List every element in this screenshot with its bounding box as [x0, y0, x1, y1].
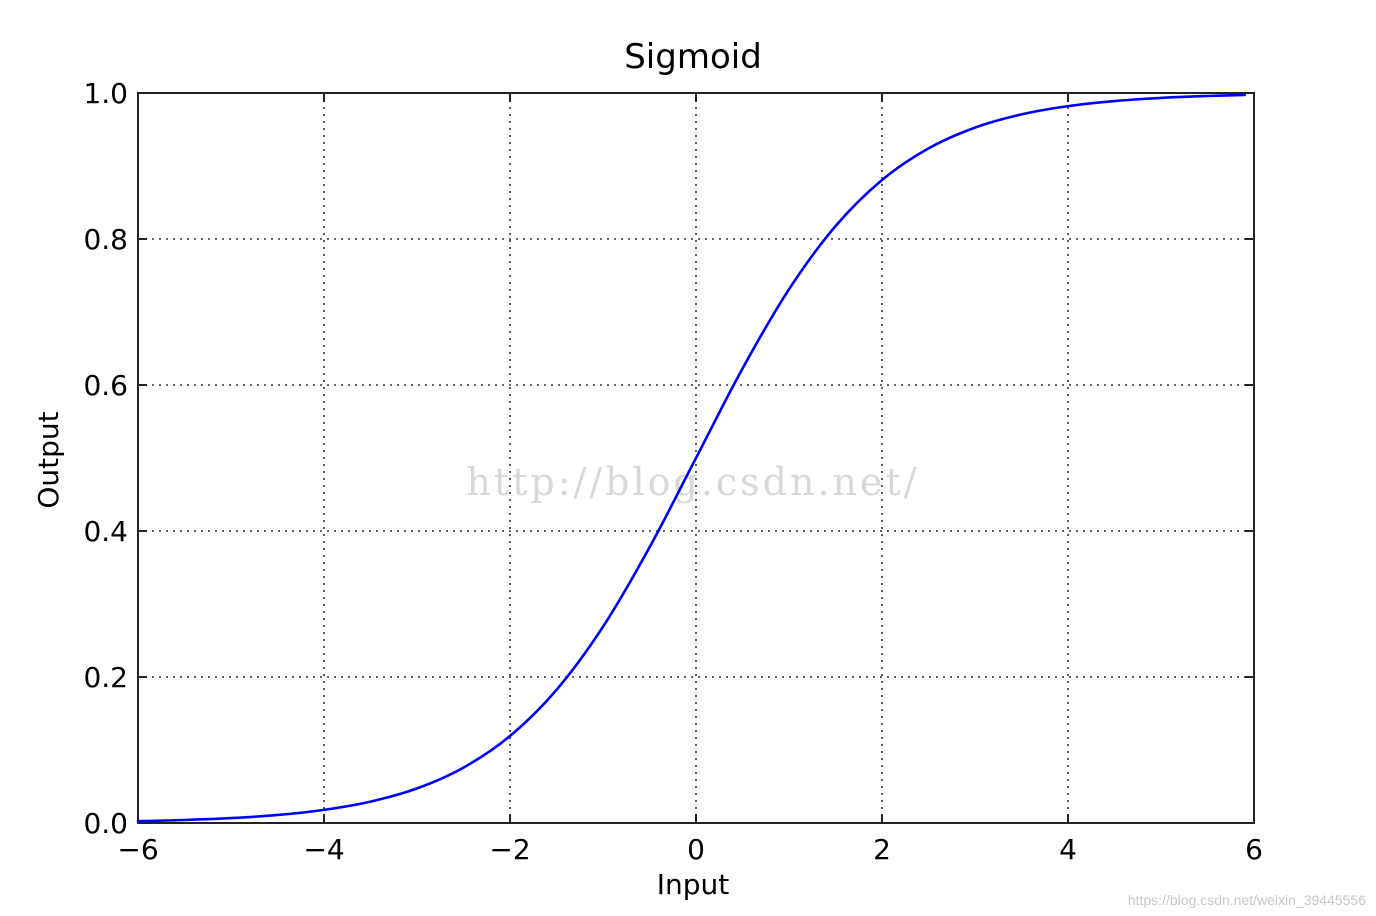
x-tick-label: 6	[1245, 833, 1263, 866]
series-line-sigmoid	[136, 93, 1246, 823]
x-tick-label: −2	[489, 833, 530, 866]
x-tick-label: 4	[1059, 833, 1077, 866]
series-layer	[136, 93, 1246, 823]
x-axis-label: Input	[657, 868, 730, 901]
y-axis-label: Output	[32, 411, 65, 508]
y-tick-label: 0.8	[83, 223, 128, 256]
y-tick-label: 0.2	[83, 661, 128, 694]
x-tick-label: 0	[687, 833, 705, 866]
y-tick-labels: 0.0 0.2 0.4 0.6 0.8 1.0	[83, 77, 128, 840]
y-tick-label: 0.6	[83, 369, 128, 402]
credit-watermark: https://blog.csdn.net/weixin_39445556	[1127, 892, 1366, 908]
x-tick-label: −6	[117, 833, 158, 866]
chart-title: Sigmoid	[624, 37, 762, 77]
x-tick-label: 2	[873, 833, 891, 866]
y-tick-label: 0.0	[83, 807, 128, 840]
x-tick-label: −4	[303, 833, 344, 866]
tick-marks	[137, 92, 1255, 824]
y-tick-label: 0.4	[83, 515, 128, 548]
y-tick-label: 1.0	[83, 77, 128, 110]
x-tick-labels: −6 −4 −2 0 2 4 6	[117, 833, 1263, 866]
